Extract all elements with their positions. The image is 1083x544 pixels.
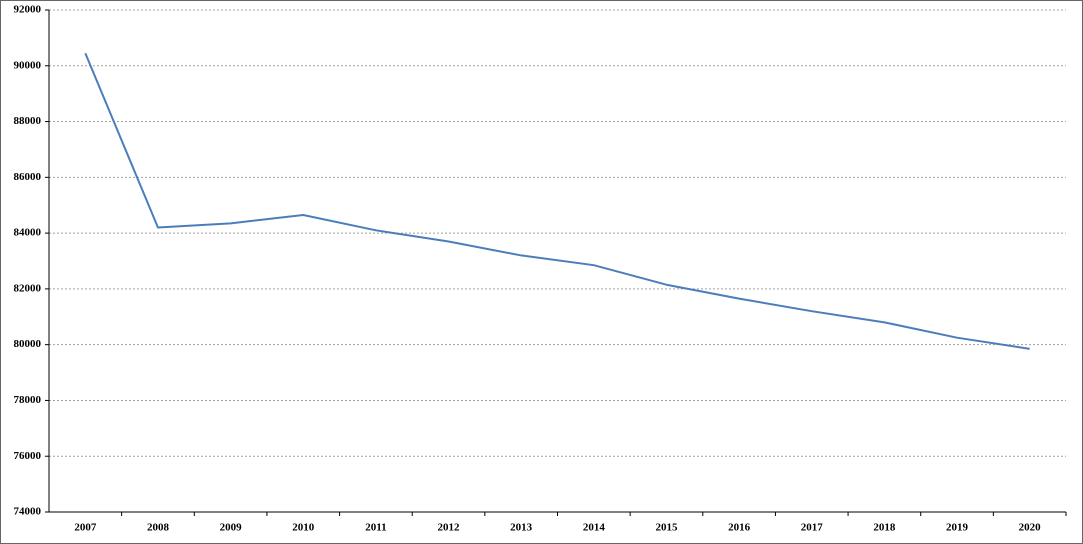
y-tick-label: 84000 <box>14 227 42 239</box>
y-tick-label: 82000 <box>14 282 42 294</box>
series-line <box>84 52 1030 350</box>
x-tick-label: 2010 <box>292 522 315 534</box>
y-tick-label: 74000 <box>14 506 42 518</box>
y-tick-label: 88000 <box>14 115 42 127</box>
x-tick-label: 2016 <box>728 522 751 534</box>
y-tick-label: 76000 <box>14 450 42 462</box>
y-tick-label: 86000 <box>14 171 42 183</box>
x-tick-label: 2017 <box>801 522 824 534</box>
x-tick-label: 2009 <box>220 522 243 534</box>
x-tick-label: 2018 <box>873 522 896 534</box>
x-tick-label: 2020 <box>1019 522 1042 534</box>
x-tick-label: 2014 <box>583 522 606 534</box>
y-tick-label: 92000 <box>14 4 42 16</box>
x-tick-label: 2013 <box>510 522 533 534</box>
x-tick-label: 2011 <box>365 522 386 534</box>
y-tick-label: 78000 <box>14 394 42 406</box>
y-tick-label: 90000 <box>14 59 42 71</box>
x-tick-label: 2019 <box>946 522 969 534</box>
x-tick-label: 2007 <box>74 522 97 534</box>
y-tick-label: 80000 <box>14 338 42 350</box>
x-tick-label: 2008 <box>147 522 170 534</box>
x-tick-label: 2015 <box>655 522 678 534</box>
x-tick-label: 2012 <box>438 522 461 534</box>
